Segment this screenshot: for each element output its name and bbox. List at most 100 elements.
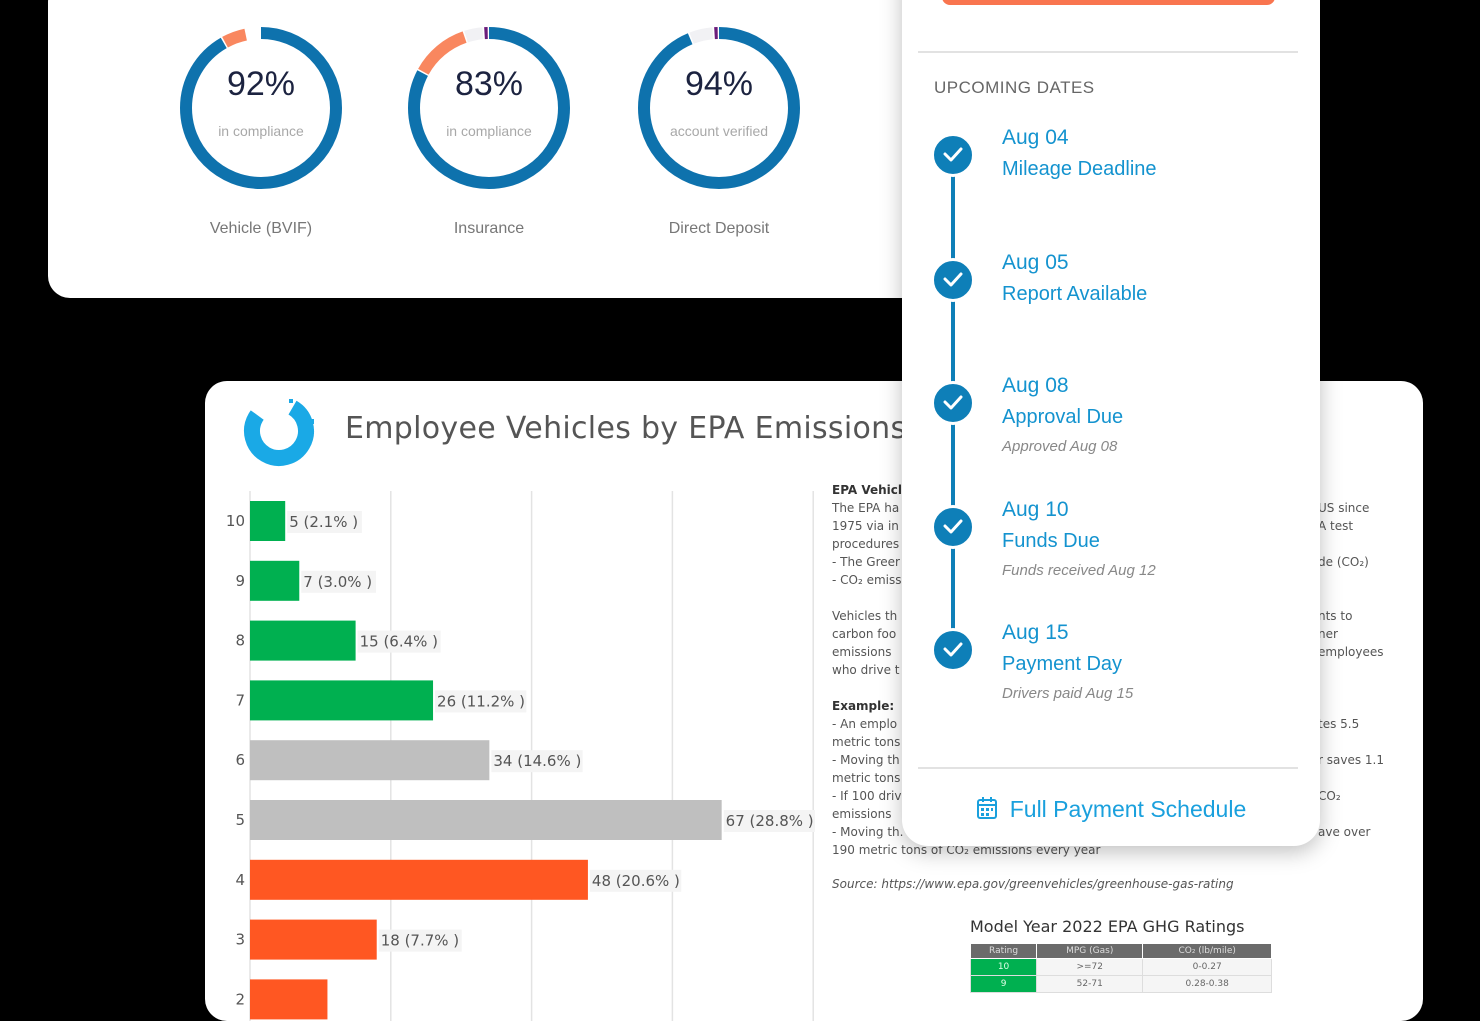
event-date: Aug 04: [1002, 126, 1069, 149]
bar-chart: 10 5 (2.1% ) 9 7 (3.0% ) 8 15 (6.4% ) 7 26 (11.…: [226, 491, 815, 1021]
description-line: emissions: [832, 645, 892, 659]
col-header: MPG (Gas): [1036, 943, 1144, 959]
check-circle-icon: [931, 505, 975, 549]
description-line: procedures: [832, 537, 900, 551]
event-note: Drivers paid Aug 15: [1002, 685, 1134, 702]
description-line: Example:: [832, 699, 895, 713]
description-line: ave over: [1318, 825, 1371, 839]
event-title: Mileage Deadline: [1002, 158, 1157, 180]
event-title: Approval Due: [1002, 406, 1124, 428]
description-line: [1318, 697, 1384, 715]
compliance-value: 92%: [226, 65, 296, 103]
cell: 9: [969, 975, 1038, 993]
table-row: 9 52-71 0.28-0.38: [969, 975, 1272, 993]
compliance-donut: 83% in compliance: [406, 25, 572, 191]
check-circle-icon: [931, 133, 975, 177]
description-line: de (CO₂): [1318, 555, 1369, 569]
description-line: 1975 via in: [832, 519, 899, 533]
description-line: ner: [1318, 627, 1338, 641]
description-line: nts to: [1318, 609, 1353, 623]
data-label: 18 (7.7% ): [381, 932, 459, 950]
source-link[interactable]: Source: https://www.epa.gov/greenvehicle…: [832, 877, 1234, 891]
description-line: [1318, 733, 1384, 751]
description-line: - Moving th.: [832, 825, 904, 839]
y-tick-label: 7: [235, 691, 245, 709]
data-label-bg: [378, 929, 462, 952]
event-note: Approved Aug 08: [1002, 438, 1118, 455]
compliance-label: Direct Deposit: [668, 220, 770, 237]
description-line: carbon foo: [832, 627, 897, 641]
cell: 10: [969, 958, 1038, 976]
compliance-value: 94%: [684, 65, 754, 103]
data-label-bg: [723, 810, 815, 832]
compliance-donut: 92% in compliance: [178, 25, 344, 191]
data-label: 15 (6.4% ): [360, 633, 438, 651]
bar: [250, 919, 377, 960]
description-line: - The Greer: [832, 555, 900, 569]
description-line: The EPA ha: [832, 501, 900, 515]
data-label: 48 (20.6% ): [592, 872, 680, 890]
description-line: - CO₂ emiss: [832, 573, 902, 587]
bar: [250, 501, 286, 541]
y-tick-label: 10: [226, 512, 245, 530]
description-line: - If 100 driv: [832, 789, 902, 803]
data-label: 7 (3.0% ): [303, 573, 372, 591]
calendar-icon: [976, 797, 997, 819]
cell: 52-71: [1036, 975, 1144, 993]
divider: [918, 51, 1298, 53]
data-label-bg: [491, 750, 583, 773]
description-line: employees: [1318, 645, 1384, 659]
data-label: 67 (28.8% ): [726, 812, 814, 830]
event-note: Funds received Aug 12: [1002, 562, 1156, 579]
bar: [250, 560, 300, 601]
table-row: 10 >=72 0-0.27: [969, 958, 1272, 976]
bar: [250, 859, 588, 900]
schedule-panel: UPCOMING DATES Aug 04 Mileage Deadline A…: [902, 0, 1320, 846]
description-line: [1318, 769, 1384, 787]
y-tick-label: 8: [235, 632, 245, 650]
description-line: US since: [1318, 501, 1370, 515]
compliance-caption: account verified: [669, 123, 769, 139]
compliance-label: Insurance: [453, 220, 525, 237]
description-line: metric tons: [832, 771, 901, 785]
epa-description: EPA Vehicl The EPA ha 1975 via in procedure…: [832, 481, 1100, 859]
chart-title: Employee Vehicles by EPA Emissions Ra: [345, 411, 956, 446]
description-line: r saves 1.1: [1318, 753, 1384, 767]
data-label-bg: [357, 630, 441, 653]
event-title: Payment Day: [1002, 653, 1123, 675]
description-line: [1318, 571, 1384, 589]
description-line: metric tons: [832, 735, 901, 749]
data-label: 26 (11.2% ): [437, 692, 525, 710]
primary-action-button[interactable]: [942, 0, 1275, 5]
check-circle-icon: [931, 381, 975, 425]
company-logo-icon: [244, 396, 314, 466]
bar: [250, 979, 328, 1020]
compliance-caption: in compliance: [218, 123, 304, 139]
y-tick-label: 6: [235, 751, 245, 769]
y-tick-label: 5: [235, 811, 245, 829]
description-line: [1318, 535, 1384, 553]
donut-segment: [408, 27, 570, 189]
y-tick-label: 2: [235, 990, 245, 1008]
full-payment-schedule-label: Full Payment Schedule: [1009, 796, 1247, 822]
description-line: - Moving th: [832, 753, 900, 767]
description-line: [1318, 661, 1384, 679]
data-label-bg: [435, 690, 527, 713]
data-label-bg: [589, 869, 682, 892]
event-title: Funds Due: [1002, 530, 1100, 552]
col-header: Rating: [969, 943, 1038, 959]
y-tick-label: 9: [235, 572, 245, 590]
col-header: CO₂ (lb/mile): [1142, 943, 1272, 959]
bar: [250, 740, 490, 781]
full-payment-schedule-link[interactable]: Full Payment Schedule: [902, 796, 1320, 823]
donut-segment: [638, 27, 800, 189]
description-line: [1318, 679, 1384, 697]
compliance-label: Vehicle (BVIF): [209, 220, 313, 237]
data-label: 34 (14.6% ): [493, 752, 581, 770]
description-line: 190 metric tons of CO₂ emissions every y…: [832, 843, 1101, 857]
cell: >=72: [1036, 958, 1144, 976]
description-line: EPA Vehicl: [832, 483, 903, 497]
data-label-bg: [287, 511, 362, 533]
donut-segment: [180, 27, 342, 189]
description-line: [1318, 841, 1384, 859]
